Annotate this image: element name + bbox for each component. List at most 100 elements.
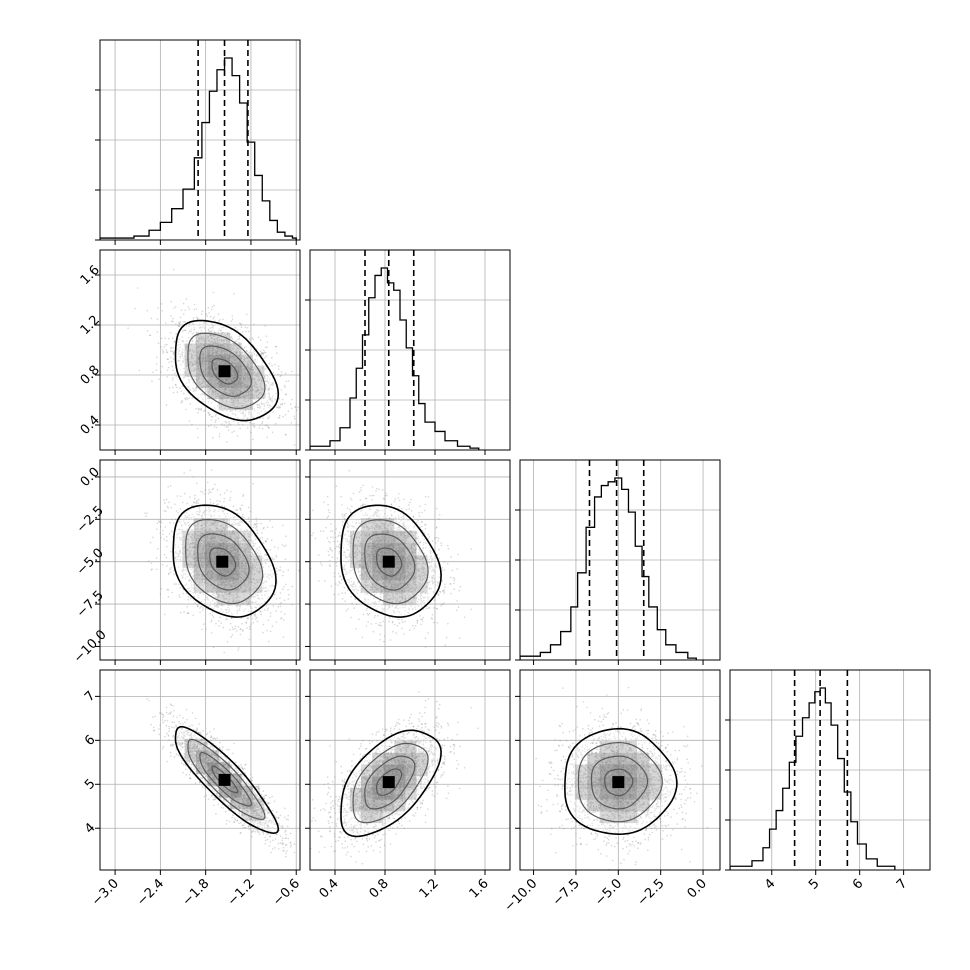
sample-point: [182, 348, 184, 351]
sample-point: [268, 362, 271, 365]
sample-point: [257, 597, 260, 600]
sample-point: [227, 341, 230, 343]
sample-point: [196, 427, 199, 430]
sample-point: [260, 613, 263, 616]
sample-point: [217, 345, 220, 347]
sample-point: [280, 617, 282, 620]
sample-point: [162, 350, 164, 353]
sample-point: [210, 491, 212, 494]
sample-point: [261, 351, 263, 354]
sample-point: [197, 498, 200, 501]
sample-point: [258, 406, 260, 409]
sample-point: [183, 376, 185, 379]
sample-point: [250, 390, 253, 392]
sample-point: [202, 607, 204, 609]
sample-point: [242, 584, 245, 586]
sample-point: [210, 315, 212, 318]
sample-point: [246, 427, 249, 429]
sample-point: [179, 538, 181, 541]
sample-point: [203, 357, 206, 360]
sample-point: [232, 354, 235, 357]
sample-point: [291, 603, 293, 606]
sample-point: [243, 367, 246, 369]
sample-point: [232, 348, 234, 350]
sample-point: [235, 396, 238, 399]
sample-point: [248, 368, 251, 370]
sample-point: [209, 612, 212, 615]
sample-point: [199, 327, 201, 329]
sample-point: [234, 582, 236, 584]
sample-point: [156, 522, 159, 524]
sample-point: [210, 343, 212, 346]
sample-point: [274, 399, 277, 402]
sample-point: [196, 482, 198, 485]
sample-point: [203, 360, 206, 363]
sample-point: [213, 324, 215, 327]
sample-point: [193, 331, 195, 334]
sample-point: [189, 496, 191, 498]
sample-point: [222, 339, 224, 342]
sample-point: [183, 472, 185, 474]
sample-point: [239, 322, 241, 325]
sample-point: [230, 356, 233, 358]
sample-point: [207, 336, 210, 339]
sample-point: [185, 358, 187, 361]
sample-point: [202, 410, 205, 413]
sample-point: [160, 588, 163, 590]
sample-point: [219, 616, 221, 619]
sample-point: [196, 351, 198, 354]
sample-point: [271, 556, 273, 559]
sample-point: [201, 326, 204, 328]
sample-point: [244, 374, 247, 377]
sample-point: [238, 336, 240, 338]
sample-point: [186, 398, 189, 400]
sample-point: [244, 376, 247, 378]
sample-point: [179, 387, 181, 389]
sample-point: [197, 339, 200, 342]
sample-point: [170, 360, 173, 363]
sample-point: [205, 339, 207, 341]
sample-point: [183, 320, 185, 323]
sample-point: [251, 392, 253, 395]
sample-point: [210, 386, 212, 388]
sample-point: [202, 557, 204, 559]
sample-point: [272, 395, 274, 398]
sample-point: [236, 417, 239, 419]
sample-point: [191, 423, 193, 426]
sample-point: [243, 367, 245, 370]
sample-point: [264, 325, 267, 327]
sample-point: [220, 622, 222, 624]
sample-point: [220, 409, 223, 412]
sample-point: [168, 387, 171, 389]
sample-point: [254, 358, 257, 361]
sample-point: [222, 398, 225, 400]
sample-point: [284, 433, 287, 436]
sample-point: [207, 411, 210, 414]
sample-point: [277, 417, 280, 419]
sample-point: [214, 595, 217, 597]
sample-point: [260, 522, 263, 525]
sample-point: [182, 340, 185, 343]
sample-point: [211, 322, 213, 325]
sample-point: [170, 567, 173, 569]
sample-point: [187, 596, 190, 598]
sample-point: [238, 341, 240, 344]
sample-point: [246, 627, 248, 629]
sample-point: [248, 351, 250, 354]
sample-point: [201, 352, 203, 355]
sample-point: [194, 558, 196, 560]
sample-point: [262, 354, 264, 356]
sample-point: [197, 522, 199, 524]
sample-point: [244, 386, 247, 389]
sample-point: [251, 601, 254, 604]
sample-point: [208, 425, 210, 428]
sample-point: [243, 539, 246, 542]
sample-point: [192, 390, 195, 393]
sample-point: [231, 388, 233, 391]
sample-point: [259, 567, 261, 570]
sample-point: [196, 318, 199, 320]
sample-point: [253, 349, 255, 352]
sample-point: [261, 403, 263, 405]
sample-point: [240, 357, 243, 360]
sample-point: [259, 610, 262, 612]
